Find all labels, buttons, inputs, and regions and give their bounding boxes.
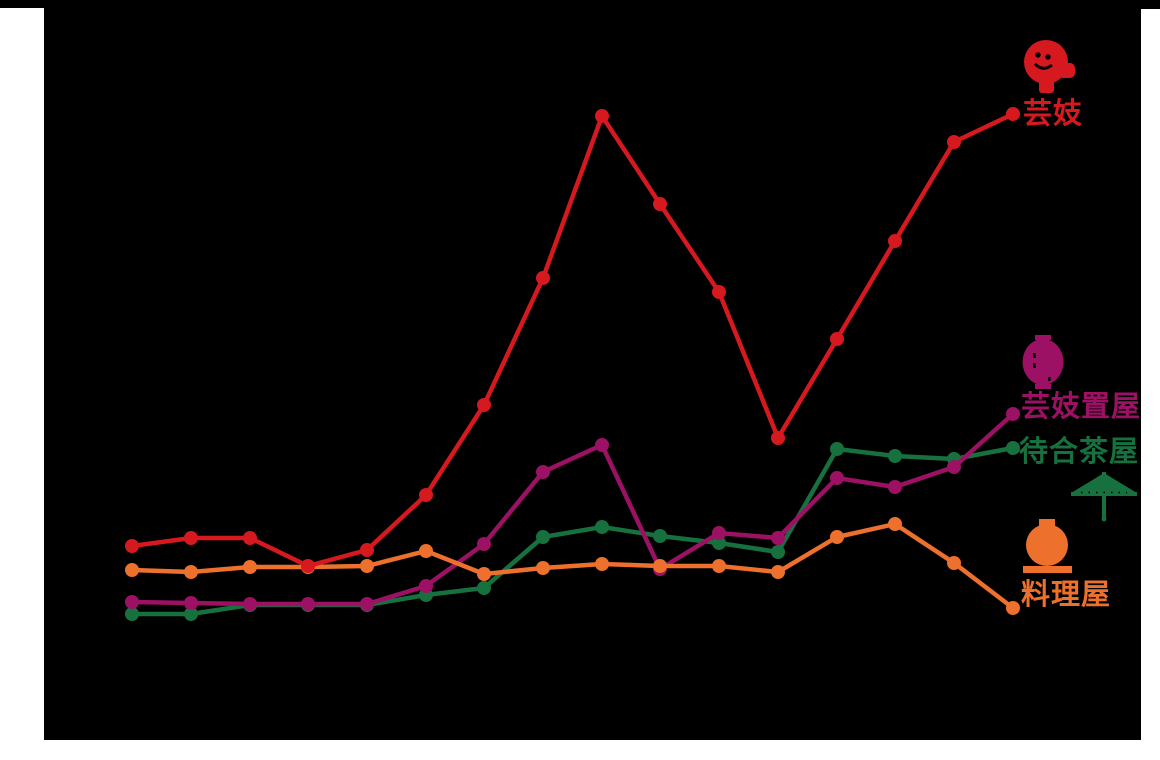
data-point [536,271,550,285]
data-point [771,531,785,545]
data-point [712,559,726,573]
paper-umbrella-icon [1071,472,1137,522]
data-point [595,109,609,123]
data-point [477,537,491,551]
data-point [184,596,198,610]
data-point [771,545,785,559]
page-margin-left [0,8,44,740]
page-margin-bottom [0,740,1160,760]
data-point [536,465,550,479]
data-point [125,595,139,609]
data-point [830,530,844,544]
series-line [131,111,1014,569]
data-point [184,565,198,579]
page-margin-right [1141,9,1160,760]
legend-label-geigi: 芸妓 [1023,96,1084,130]
data-point [477,581,491,595]
data-point [595,520,609,534]
data-point [184,531,198,545]
data-point [888,449,902,463]
data-point [477,398,491,412]
data-point [477,567,491,581]
data-point [301,597,315,611]
series-line [131,412,1015,607]
data-point [184,607,198,621]
data-point [653,559,667,573]
data-point [243,531,257,545]
data-point [830,471,844,485]
data-point [595,438,609,452]
data-point [712,526,726,540]
data-point [536,530,550,544]
data-point [419,488,433,502]
data-point [419,579,433,593]
data-point [595,557,609,571]
data-point [419,544,433,558]
data-point [1006,407,1020,421]
data-point [947,460,961,474]
data-point [125,539,139,553]
data-point [360,597,374,611]
cooking-pot-icon [1023,519,1072,573]
data-point [243,560,257,574]
legend-label-machiai: 待合茶屋 [1019,434,1140,468]
geisha-face-icon [1024,40,1075,93]
data-point [712,536,726,550]
data-point [360,543,374,557]
data-point [771,431,785,445]
data-point [830,332,844,346]
data-point [771,565,785,579]
legend-label-okiya: 芸妓置屋 [1021,389,1142,423]
data-point [947,135,961,149]
series-line [132,445,1014,617]
data-point [125,563,139,577]
series-line [131,521,1015,610]
data-point [947,556,961,570]
data-point [888,517,902,531]
data-point [653,529,667,543]
data-point [536,561,550,575]
data-point [360,559,374,573]
data-point [1006,107,1020,121]
data-point [888,234,902,248]
paper-lantern-icon [1022,335,1064,389]
data-point [1006,601,1020,615]
legend-label-ryoriya: 料理屋 [1021,577,1112,611]
data-point [125,607,139,621]
data-point [830,442,844,456]
data-point [243,597,257,611]
data-point [301,559,315,573]
data-point [1006,441,1020,455]
data-point [712,285,726,299]
data-point [653,197,667,211]
data-point [888,480,902,494]
